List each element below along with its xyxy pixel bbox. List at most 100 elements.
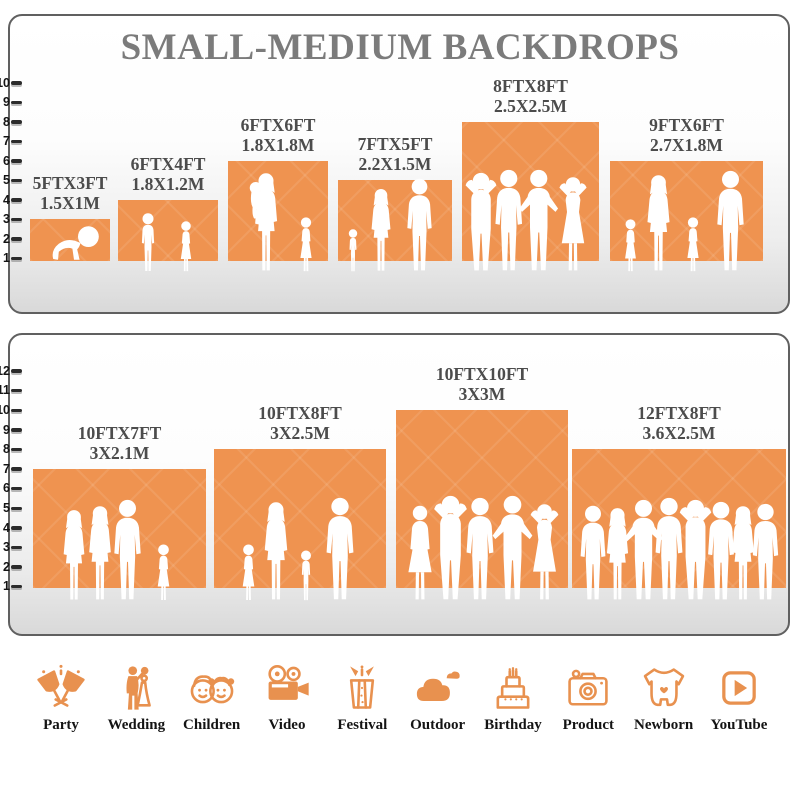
- ruler-tick: [11, 237, 22, 241]
- backdrop-size-label: 10FTX8FT 3X2.5M: [258, 403, 342, 443]
- backdrop-bar: [30, 219, 110, 261]
- size-meters-label: 1.5X1M: [40, 193, 100, 213]
- ruler-tick-label: 9: [3, 422, 10, 437]
- backdrop-bar: [118, 199, 218, 261]
- backdrop-size-label: 7FTX5FT 2.2X1.5M: [358, 134, 433, 174]
- woman-armsup-silhouette: [520, 503, 569, 601]
- ruler-tick-label: 2: [3, 231, 10, 246]
- size-meters-label: 2.5X2.5M: [494, 95, 567, 116]
- ruler-tick-label: 8: [3, 442, 10, 457]
- size-meters-label: 3X2.5M: [270, 423, 330, 444]
- ruler-tick: [11, 486, 22, 491]
- woman-silhouette: [634, 174, 683, 272]
- size-feet-label: 10FTX8FT: [258, 403, 342, 424]
- backdrop-size-label: 12FTX8FT 3.6X2.5M: [637, 403, 721, 443]
- size-feet-label: 10FTX10FT: [435, 364, 529, 384]
- ruler-tick: [11, 545, 22, 550]
- birthday-icon: [487, 662, 539, 714]
- size-feet-label: 8FTX8FT: [493, 75, 568, 96]
- ruler-tick-label: 12: [0, 363, 10, 378]
- ruler-tick-label: 7: [3, 461, 10, 476]
- woman-carry-silhouette: [241, 172, 291, 272]
- man-silhouette: [102, 499, 153, 601]
- ruler-tick-label: 11: [0, 383, 10, 398]
- category-item: Newborn: [627, 662, 701, 734]
- girl-silhouette: [173, 220, 199, 272]
- backdrop-size-label: 10FTX10FT 3X3M: [436, 364, 528, 404]
- ruler-tick-label: 4: [3, 192, 10, 207]
- ruler-tick: [11, 120, 22, 124]
- woman-silhouette: [76, 505, 124, 601]
- woman-dress-silhouette: [396, 505, 444, 601]
- backdrop-bar: [338, 180, 452, 261]
- size-meters-label: 1.8X1.8M: [241, 134, 315, 155]
- category-label: YouTube: [710, 717, 768, 733]
- boy-silhouette: [133, 212, 163, 272]
- size-feet-label: 7FTX5FT: [357, 134, 433, 154]
- category-label: Newborn: [634, 717, 694, 733]
- child-silhouette: [293, 549, 319, 601]
- category-label: Children: [183, 717, 241, 733]
- category-item: Birthday: [476, 662, 550, 734]
- woman-silhouette: [719, 505, 767, 601]
- ruler-tick-label: 3: [3, 212, 10, 226]
- child-silhouette: [342, 228, 364, 272]
- size-feet-label: 10FTX7FT: [77, 422, 162, 443]
- category-item: Video: [250, 662, 324, 734]
- man-silhouette: [643, 497, 695, 601]
- ruler-tick-label: 5: [3, 501, 10, 515]
- ruler-tick: [11, 447, 22, 452]
- ruler-tick: [11, 159, 22, 163]
- category-label: Wedding: [107, 717, 166, 733]
- backdrop-bar: [228, 160, 328, 261]
- woman-silhouette: [51, 509, 97, 601]
- man-silhouette: [705, 170, 756, 272]
- festival-icon: [336, 662, 388, 714]
- backdrop-size-label: 6FTX6FT 1.8X1.8M: [241, 115, 316, 155]
- woman-silhouette: [251, 501, 301, 601]
- video-icon: [261, 662, 313, 714]
- backdrop-size-label: 8FTX8FT 2.5X2.5M: [493, 76, 568, 116]
- backdrop-bar: [214, 449, 386, 588]
- backdrop-size-label: 5FTX3FT 1.5X1M: [33, 173, 108, 213]
- category-label: Festival: [337, 717, 388, 733]
- wedding-icon: [110, 662, 162, 714]
- ruler-tick: [11, 584, 22, 589]
- backdrop-size-label: 10FTX7FT 3X2.1M: [78, 423, 162, 463]
- ruler-tick-label: 9: [3, 95, 10, 109]
- size-meters-label: 3X2.1M: [89, 442, 150, 463]
- ruler-tick: [11, 506, 22, 510]
- category-item: Wedding: [99, 662, 173, 734]
- baby-silhouette: [46, 223, 102, 263]
- man-silhouette: [569, 505, 617, 601]
- woman-silhouette: [594, 507, 641, 601]
- ruler-tick: [11, 408, 22, 412]
- ruler-tick-label: 6: [3, 481, 10, 496]
- category-item: Outdoor: [401, 662, 475, 734]
- category-label: Outdoor: [410, 717, 466, 733]
- ruler-tick-label: 2: [3, 559, 10, 574]
- ruler-tick-label: 3: [3, 540, 10, 555]
- ruler-tick: [11, 198, 22, 202]
- category-item: Product: [551, 662, 625, 734]
- size-feet-label: 9FTX6FT: [649, 114, 724, 135]
- category-label: Video: [268, 717, 306, 733]
- backdrop-size-label: 6FTX4FT 1.8X1.2M: [131, 154, 206, 194]
- ruler-tick-label: 10: [0, 75, 10, 90]
- ruler-tick: [11, 565, 22, 569]
- man-armsup-silhouette: [424, 495, 477, 601]
- category-label: Product: [562, 717, 614, 733]
- size-feet-label: 6FTX6FT: [240, 114, 316, 135]
- girl-silhouette: [617, 218, 644, 272]
- category-row: Party Wedding Children Video Festival Outdoor…: [24, 662, 776, 734]
- size-feet-label: 6FTX4FT: [130, 153, 206, 174]
- man-akimbo-silhouette: [618, 499, 669, 601]
- ruler-tick-label: 1: [3, 251, 10, 265]
- product-icon: [562, 662, 614, 714]
- man-armsup-silhouette: [670, 499, 721, 601]
- size-meters-label: 1.8X1.2M: [131, 173, 205, 194]
- girl-silhouette: [679, 216, 707, 272]
- ruler-tick: [11, 139, 22, 143]
- party-icon: [35, 662, 87, 714]
- girl-silhouette: [234, 543, 263, 601]
